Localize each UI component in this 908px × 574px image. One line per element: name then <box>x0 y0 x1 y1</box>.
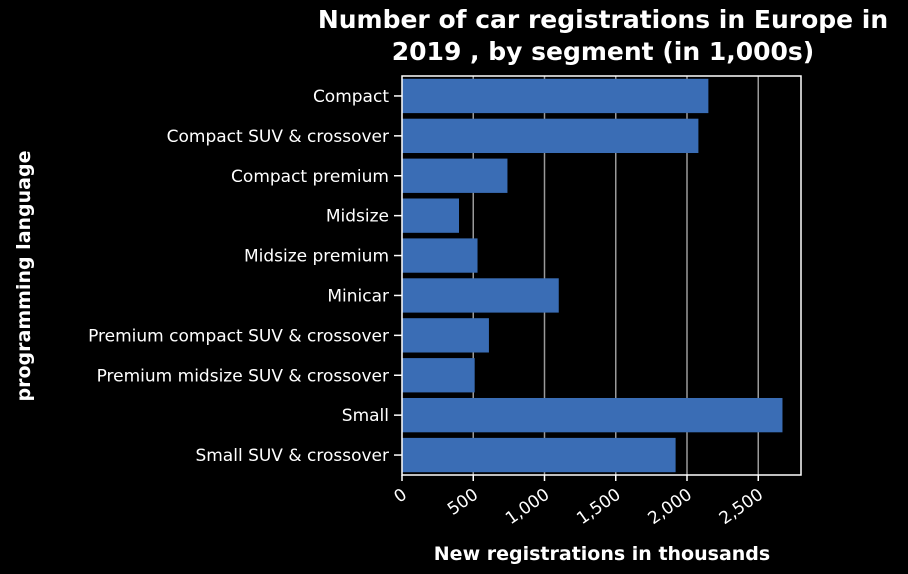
bar <box>402 198 459 233</box>
x-axis-title: New registrations in thousands <box>434 543 770 565</box>
chart-title-line-1: Number of car registrations in Europe in <box>318 5 888 34</box>
category-label: Minicar <box>327 286 389 306</box>
category-label: Small SUV & crossover <box>195 446 389 466</box>
bar <box>402 78 709 114</box>
category-label: Premium compact SUV & crossover <box>88 326 389 346</box>
category-labels: Compact Compact SUV & crossover Compact pr… <box>88 87 402 466</box>
bar <box>402 118 699 154</box>
bar <box>402 278 559 313</box>
bar <box>402 358 475 393</box>
chart-title-line-2: 2019 , by segment (in 1,000s) <box>392 37 814 66</box>
bar <box>402 158 508 193</box>
category-label: Compact premium <box>231 167 389 187</box>
category-label: Compact <box>313 87 389 107</box>
category-label: Midsize <box>326 207 389 227</box>
bar <box>402 318 489 353</box>
category-label: Midsize premium <box>244 247 389 267</box>
y-axis-title: programming language <box>13 151 35 402</box>
category-label: Small <box>342 406 389 426</box>
bar <box>402 437 676 473</box>
bar <box>402 238 478 273</box>
plot-frame <box>401 75 802 476</box>
category-label: Premium midsize SUV & crossover <box>97 366 389 386</box>
bar <box>402 397 783 433</box>
category-label: Compact SUV & crossover <box>167 127 389 147</box>
bars <box>402 78 783 473</box>
